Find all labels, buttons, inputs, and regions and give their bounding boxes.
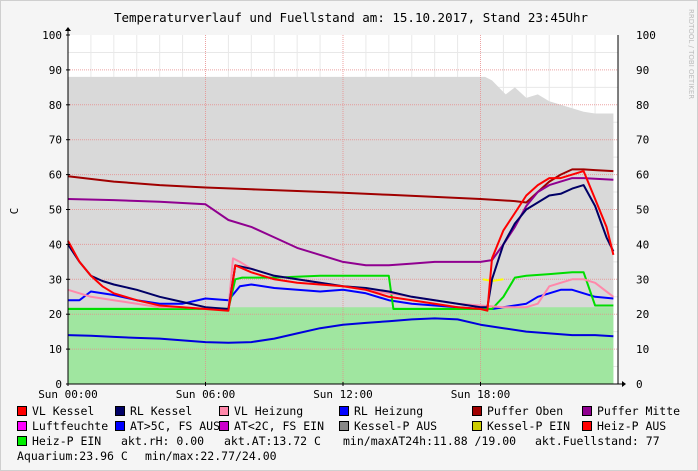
series-line: [67, 170, 615, 312]
series-line: [68, 271, 614, 310]
x-axis-arrow: [622, 381, 626, 387]
legend-label: VL Heizung: [234, 404, 304, 418]
legend-item: Luftfeuchte: [17, 419, 108, 433]
legend-item: RL Kessel: [115, 404, 192, 418]
legend-label: Heiz-P EIN: [32, 434, 102, 448]
legend-label: Kessel-P AUS: [354, 419, 438, 433]
legend-item-heizp-ein: Heiz-P EIN: [17, 434, 101, 448]
legend-item: Kessel-P EIN: [472, 419, 570, 433]
series-line: [68, 283, 614, 310]
y-tick-label-right: 80: [636, 99, 649, 112]
y-tick-label: 50: [49, 204, 62, 217]
y-tick-label-right: 90: [636, 64, 649, 77]
legend-label: VL Kessel: [32, 404, 95, 418]
status-minmax-at: min/maxAT24h:11.88 /19.00: [343, 434, 517, 448]
legend-item: Puffer Oben: [472, 404, 563, 418]
legend-swatch: [115, 421, 125, 431]
legend-label: Kessel-P EIN: [487, 419, 571, 433]
y-tick-label-right: 40: [636, 238, 649, 251]
legend-swatch: [472, 421, 482, 431]
legend-swatch: [582, 421, 592, 431]
y-tick-label: 80: [49, 99, 62, 112]
status-rh: akt.rH: 0.00: [121, 434, 205, 448]
legend-swatch: [339, 406, 349, 416]
legend-label: RL Heizung: [354, 404, 424, 418]
legend-status-row: Heiz-P EIN akt.rH: 0.00 akt.AT:13.72 C m…: [17, 434, 697, 449]
legend-label: RL Kessel: [130, 404, 193, 418]
status-fuellstand: akt.Fuellstand: 77: [535, 434, 660, 448]
y-tick-label-right: 30: [636, 273, 649, 286]
y-tick-label: 30: [49, 273, 62, 286]
legend-label: Heiz-P AUS: [597, 419, 667, 433]
legend-item: AT<2C, FS EIN: [219, 419, 324, 433]
legend: VL Kessel RL Kessel VL Heizung RL Heizung Pu…: [17, 404, 697, 464]
legend-status-row: Aquarium:23.96 C min/max:22.77/24.00: [17, 449, 697, 464]
y-tick-label: 100: [42, 29, 62, 42]
legend-row: VL Kessel RL Kessel VL Heizung RL Heizung Pu…: [17, 404, 697, 419]
y-tick-label: 70: [49, 134, 62, 147]
y-tick-label: 10: [49, 343, 62, 356]
legend-swatch: [17, 436, 27, 446]
plot-area: 0 0 10 10 20 20 30 30 40 40 50 50 60 60 70 70 80 80 90 90 10…: [38, 27, 656, 401]
y-tick-label: 90: [49, 64, 62, 77]
legend-swatch: [17, 406, 27, 416]
y-tick-label-right: 60: [636, 169, 649, 182]
legend-item: Kessel-P AUS: [339, 419, 437, 433]
legend-item: VL Kessel: [17, 404, 94, 418]
status-minmax-aquarium: min/max:22.77/24.00: [145, 449, 277, 463]
legend-row: Luftfeuchte AT>5C, FS AUS AT<2C, FS EIN Kes…: [17, 419, 697, 434]
legend-swatch: [219, 421, 229, 431]
chart: Temperaturverlauf und Fuellstand am: 15.…: [8, 9, 695, 401]
y-tick-label-right: 70: [636, 134, 649, 147]
series-line: [67, 177, 614, 267]
y-axis-arrow: [65, 27, 71, 31]
legend-label: AT<2C, FS EIN: [234, 419, 325, 433]
series-area: [68, 307, 614, 384]
y-tick-label-right: 20: [636, 308, 649, 321]
status-aquarium: Aquarium:23.96 C: [17, 449, 128, 463]
legend-swatch: [582, 406, 592, 416]
legend-label: Luftfeuchte: [32, 419, 109, 433]
y-tick-label-right: 100: [636, 29, 656, 42]
y-axis-label: C: [8, 208, 21, 215]
legend-item: VL Heizung: [219, 404, 303, 418]
legend-swatch: [17, 421, 27, 431]
series-line: [67, 168, 614, 204]
y-tick-label: 40: [49, 238, 62, 251]
status-at: akt.AT:13.72 C: [224, 434, 321, 448]
x-tick-label: Sun 12:00: [313, 388, 373, 401]
legend-label: Puffer Oben: [487, 404, 564, 418]
chart-title: Temperaturverlauf und Fuellstand am: 15.…: [114, 10, 589, 25]
watermark: RRDTOOL / TOBI OETIKER: [687, 9, 695, 99]
series-line: [67, 184, 615, 310]
legend-label: Puffer Mitte: [597, 404, 681, 418]
y-tick-label-right: 10: [636, 343, 649, 356]
y-tick-label-right: 50: [636, 204, 649, 217]
legend-swatch: [219, 406, 229, 416]
legend-swatch: [339, 421, 349, 431]
legend-item: RL Heizung: [339, 404, 423, 418]
x-tick-label: Sun 00:00: [38, 388, 98, 401]
y-tick-label: 20: [49, 308, 62, 321]
legend-swatch: [115, 406, 125, 416]
y-tick-label: 0: [55, 378, 62, 391]
legend-swatch: [472, 406, 482, 416]
legend-item: AT>5C, FS AUS: [115, 419, 220, 433]
y-tick-label-right: 0: [636, 378, 643, 391]
legend-item: Puffer Mitte: [582, 404, 680, 418]
y-tick-label: 60: [49, 169, 62, 182]
legend-item: Heiz-P AUS: [582, 419, 666, 433]
x-tick-label: Sun 06:00: [176, 388, 236, 401]
legend-label: AT>5C, FS AUS: [130, 419, 221, 433]
series-line: [67, 317, 614, 344]
x-tick-label: Sun 18:00: [451, 388, 511, 401]
